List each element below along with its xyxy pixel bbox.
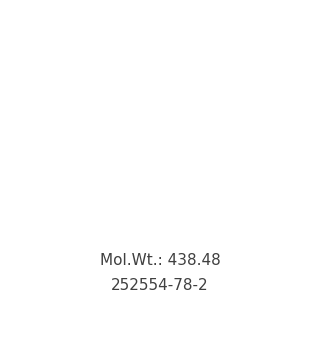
Text: 252554-78-2: 252554-78-2 <box>111 278 209 293</box>
Text: Mol.Wt.: 438.48: Mol.Wt.: 438.48 <box>100 253 220 268</box>
